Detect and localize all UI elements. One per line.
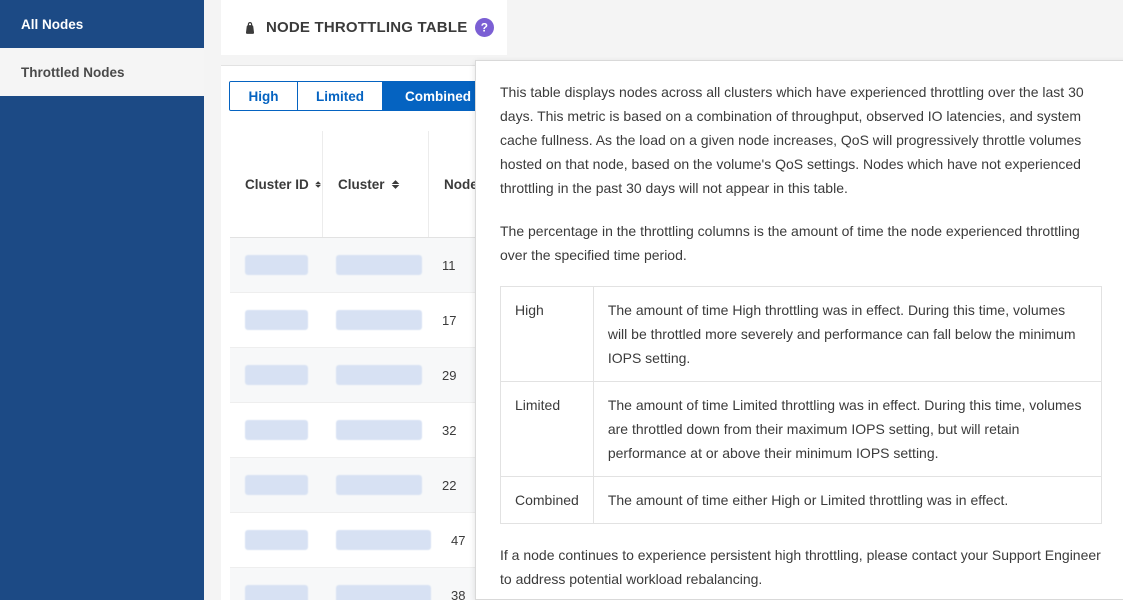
svg-text:?: ? [481,20,488,34]
